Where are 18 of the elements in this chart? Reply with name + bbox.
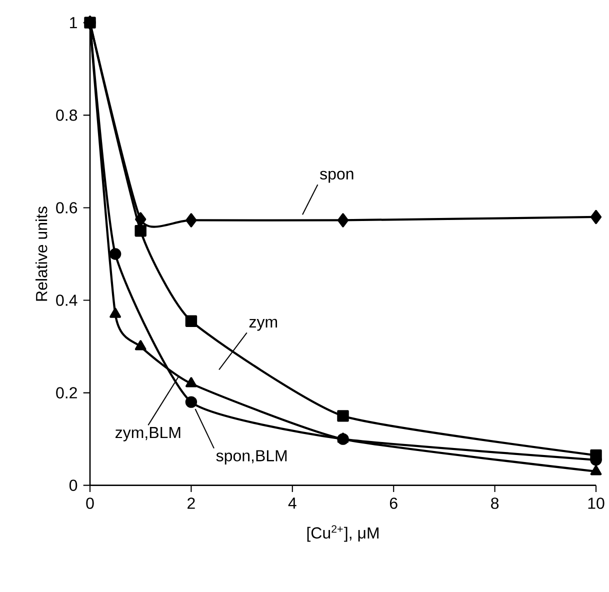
x-axis-title: [Cu$^{2+}$], μM (307, 525, 378, 542)
x-tick-label: 10 (588, 498, 604, 509)
x-tick-label: 8 (491, 498, 499, 509)
x-tick-label: 2 (188, 498, 195, 509)
series-label: zym (249, 318, 278, 331)
x-tick-label: 6 (390, 498, 398, 509)
y-tick-label: 0 (69, 480, 78, 491)
text: spon (320, 170, 354, 183)
y-axis-title: Relative units (35, 206, 48, 301)
x-tick-label: 0 (86, 498, 94, 509)
y-tick-label: 0.2 (56, 387, 77, 398)
y-tick-label: 1 (70, 17, 77, 28)
y-tick-label: 0.6 (56, 202, 78, 214)
series-label: spon,BLM (216, 450, 287, 465)
x-tick-label: 4 (288, 498, 296, 509)
y-tick-label: 0.4 (56, 294, 78, 306)
text: zym,BLM (116, 427, 180, 442)
y-tick-label: 0.8 (56, 110, 78, 121)
